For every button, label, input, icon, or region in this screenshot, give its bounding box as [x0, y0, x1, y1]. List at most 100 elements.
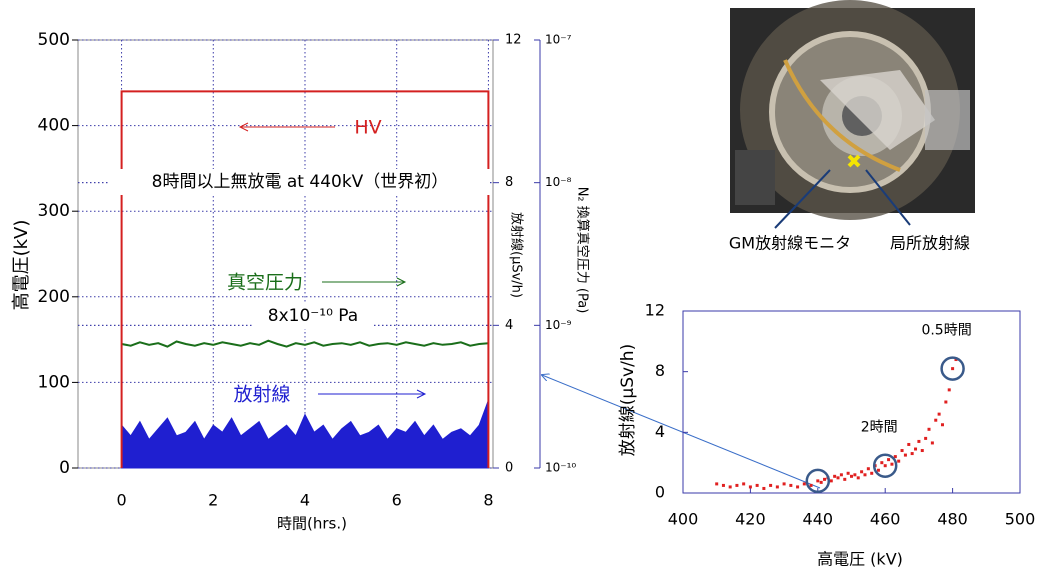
- point: [941, 423, 944, 426]
- point: [880, 461, 883, 464]
- point: [944, 401, 947, 404]
- point: [901, 449, 904, 452]
- annotation: 2時間: [861, 420, 898, 436]
- y2-axis-label: 放射線(μSv/h): [509, 212, 525, 298]
- point: [783, 482, 786, 485]
- y-tick-label: 500: [38, 30, 70, 50]
- point: [847, 472, 850, 475]
- x-tick-label: 8: [483, 491, 493, 510]
- x-tick-label: 2: [208, 491, 218, 510]
- point: [928, 428, 931, 431]
- x-tick-label: 480: [937, 510, 968, 529]
- annotation: 8x10⁻¹⁰ Pa: [268, 306, 358, 326]
- y-tick-label: 100: [38, 372, 70, 392]
- point: [887, 458, 890, 461]
- x-tick-label: 420: [735, 510, 766, 529]
- point: [867, 467, 870, 470]
- y3-tick-label: 10⁻⁹: [545, 318, 572, 332]
- y-tick-label: 0: [655, 483, 665, 502]
- point: [796, 485, 799, 488]
- point: [715, 482, 718, 485]
- point: [722, 484, 725, 487]
- x-tick-label: 440: [803, 510, 834, 529]
- series-line: [122, 341, 489, 347]
- y-tick-label: 4: [655, 422, 665, 441]
- point: [762, 487, 765, 490]
- point: [843, 478, 846, 481]
- point: [789, 484, 792, 487]
- point: [860, 470, 863, 473]
- point: [884, 464, 887, 467]
- x-tick-label: 400: [668, 510, 699, 529]
- point: [810, 484, 813, 487]
- point: [833, 475, 836, 478]
- point: [931, 441, 934, 444]
- x-tick-label: 500: [1005, 510, 1036, 529]
- y-tick-label: 200: [38, 287, 70, 307]
- point: [870, 472, 873, 475]
- point: [823, 478, 826, 481]
- point: [729, 485, 732, 488]
- y-tick-label: 12: [645, 301, 665, 320]
- point: [837, 476, 840, 479]
- point: [776, 485, 779, 488]
- x-tick-label: 460: [870, 510, 901, 529]
- point: [735, 484, 738, 487]
- series-label: 放射線: [233, 384, 290, 406]
- point: [890, 463, 893, 466]
- point: [904, 454, 907, 457]
- point: [850, 475, 853, 478]
- y2-tick-label: 0: [505, 461, 513, 476]
- y-axis-label: 放射線(μSv/h): [618, 344, 638, 456]
- point: [742, 482, 745, 485]
- x-tick-label: 0: [116, 491, 126, 510]
- series-line: [122, 91, 489, 468]
- x-axis-label: 時間(hrs.): [277, 515, 347, 533]
- point: [924, 437, 927, 440]
- point: [934, 419, 937, 422]
- point: [921, 449, 924, 452]
- photo: [730, 0, 975, 228]
- point: [820, 481, 823, 484]
- point: [911, 452, 914, 455]
- series-label: HV: [354, 117, 381, 139]
- point: [917, 440, 920, 443]
- point: [951, 367, 954, 370]
- point: [938, 413, 941, 416]
- point: [907, 443, 910, 446]
- figure: GM放射線モニタ 局所放射線 0246801002003004005000481…: [0, 0, 1043, 570]
- series-label: 真空圧力: [227, 272, 303, 294]
- y3-tick-label: 10⁻⁷: [545, 33, 572, 47]
- point: [914, 448, 917, 451]
- x-tick-label: 6: [392, 491, 402, 510]
- x-tick-label: 4: [300, 491, 310, 510]
- photo-label: 局所放射線: [890, 234, 970, 253]
- point: [948, 388, 951, 391]
- annotation: 0.5時間: [921, 323, 971, 339]
- point: [769, 484, 772, 487]
- point: [853, 473, 856, 476]
- y-axis-label: 高電圧(kV): [11, 220, 32, 311]
- x-axis-label: 高電圧 (kV): [817, 550, 903, 569]
- point: [863, 473, 866, 476]
- series-area: [122, 400, 489, 468]
- point: [877, 469, 880, 472]
- point: [830, 479, 833, 482]
- point: [897, 460, 900, 463]
- y3-tick-label: 10⁻⁸: [545, 175, 572, 189]
- connector-arrow: [542, 375, 820, 488]
- y-tick-label: 0: [59, 458, 70, 478]
- y3-axis-label: N₂ 換算真空圧力 (Pa): [575, 187, 590, 314]
- y3-tick-label: 10⁻¹⁰: [545, 461, 576, 475]
- point: [857, 476, 860, 479]
- point: [749, 485, 752, 488]
- y2-tick-label: 8: [505, 175, 513, 190]
- photo-label: GM放射線モニタ: [729, 234, 851, 253]
- y2-tick-label: 4: [505, 318, 513, 333]
- y2-tick-label: 12: [505, 33, 522, 48]
- point: [840, 473, 843, 476]
- y-tick-label: 400: [38, 116, 70, 136]
- annotation: 8時間以上無放電 at 440kV（世界初）: [152, 172, 449, 192]
- y-tick-label: 300: [38, 201, 70, 221]
- point: [803, 482, 806, 485]
